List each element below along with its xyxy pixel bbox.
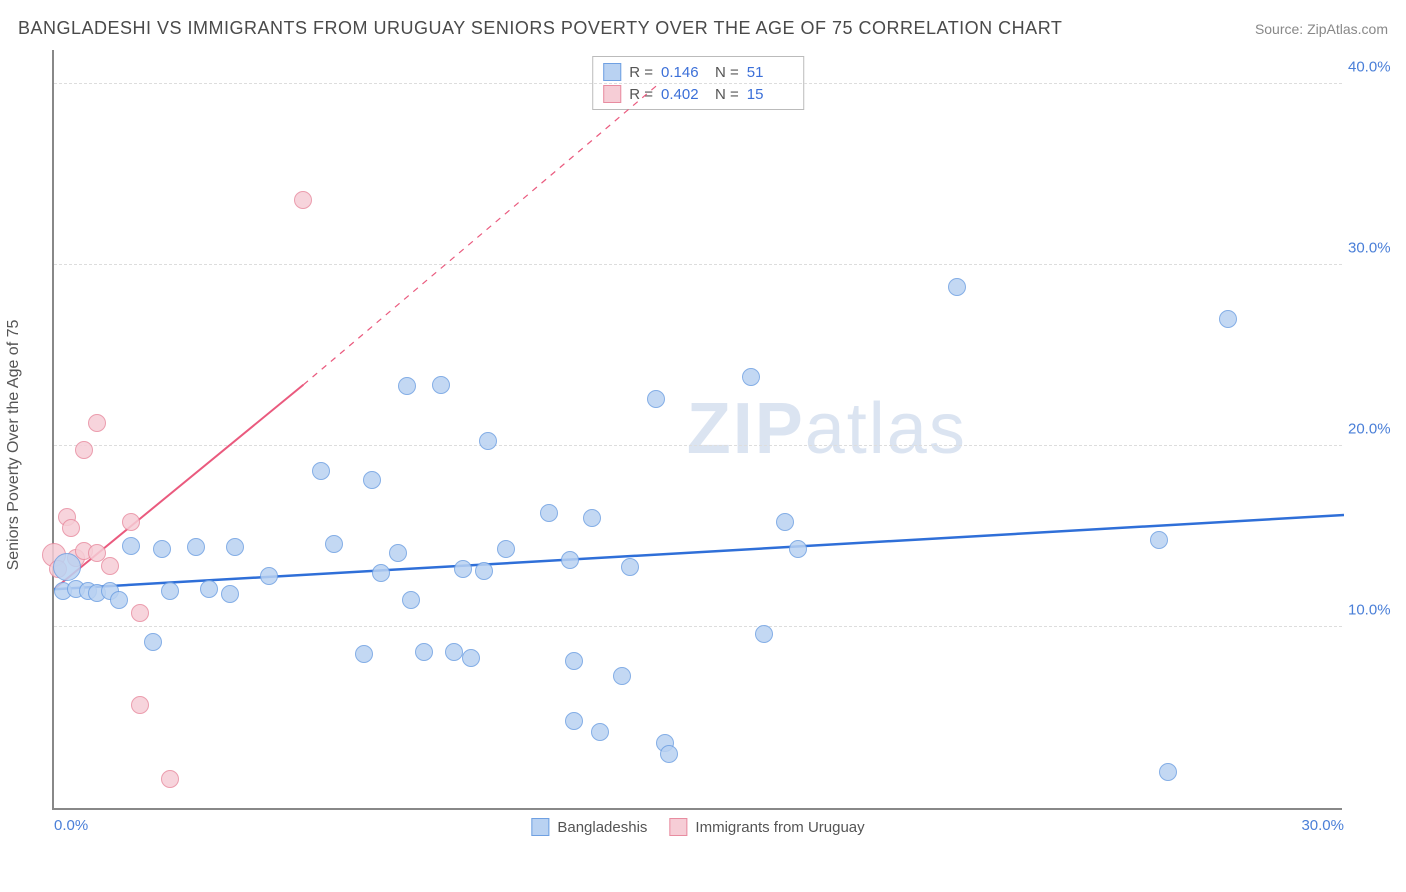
x-tick-label: 0.0% [54, 817, 88, 834]
data-point [583, 509, 601, 527]
data-point [355, 645, 373, 663]
data-point [122, 537, 140, 555]
data-point [221, 585, 239, 603]
data-point [948, 278, 966, 296]
data-point [131, 696, 149, 714]
data-point [621, 558, 639, 576]
r-label: R = [629, 86, 653, 103]
data-point [1150, 531, 1168, 549]
data-point [200, 580, 218, 598]
data-point [62, 519, 80, 537]
data-point [372, 564, 390, 582]
data-point [540, 504, 558, 522]
legend-item-b: Immigrants from Uruguay [669, 818, 864, 836]
data-point [415, 643, 433, 661]
data-point [144, 633, 162, 651]
r-value-b: 0.402 [661, 86, 707, 103]
gridline [54, 264, 1342, 265]
y-tick-label: 10.0% [1348, 602, 1398, 619]
data-point [110, 591, 128, 609]
data-point [462, 649, 480, 667]
y-axis-label: Seniors Poverty Over the Age of 75 [5, 320, 23, 571]
n-label: N = [715, 64, 739, 81]
legend-label-b: Immigrants from Uruguay [695, 819, 864, 836]
r-value-a: 0.146 [661, 64, 707, 81]
data-point [398, 377, 416, 395]
data-point [565, 652, 583, 670]
data-point [53, 553, 81, 581]
y-tick-label: 40.0% [1348, 59, 1398, 76]
data-point [312, 462, 330, 480]
data-point [226, 538, 244, 556]
data-point [565, 712, 583, 730]
data-point [789, 540, 807, 558]
gridline [54, 83, 1342, 84]
data-point [776, 513, 794, 531]
data-point [613, 667, 631, 685]
correlation-chart: Seniors Poverty Over the Age of 75 ZIPat… [52, 50, 1390, 840]
swatch-uruguay [669, 818, 687, 836]
watermark: ZIPatlas [687, 388, 967, 470]
swatch-bangladeshis [603, 63, 621, 81]
plot-area: ZIPatlas R = 0.146 N = 51 R = 0.402 N = … [52, 50, 1342, 810]
chart-title: BANGLADESHI VS IMMIGRANTS FROM URUGUAY S… [18, 18, 1062, 39]
data-point [479, 432, 497, 450]
data-point [1159, 763, 1177, 781]
data-point [475, 562, 493, 580]
source-label: Source: ZipAtlas.com [1255, 21, 1388, 37]
data-point [161, 582, 179, 600]
gridline [54, 445, 1342, 446]
data-point [389, 544, 407, 562]
data-point [432, 376, 450, 394]
bottom-legend: Bangladeshis Immigrants from Uruguay [531, 818, 864, 836]
stats-row-a: R = 0.146 N = 51 [603, 61, 793, 83]
swatch-uruguay [603, 85, 621, 103]
data-point [294, 191, 312, 209]
data-point [88, 414, 106, 432]
data-point [153, 540, 171, 558]
data-point [363, 471, 381, 489]
stats-row-b: R = 0.402 N = 15 [603, 83, 793, 105]
r-label: R = [629, 64, 653, 81]
data-point [187, 538, 205, 556]
y-tick-label: 30.0% [1348, 240, 1398, 257]
data-point [445, 643, 463, 661]
n-value-a: 51 [747, 64, 793, 81]
data-point [561, 551, 579, 569]
n-label: N = [715, 86, 739, 103]
data-point [591, 723, 609, 741]
data-point [101, 557, 119, 575]
legend-label-a: Bangladeshis [557, 819, 647, 836]
data-point [660, 745, 678, 763]
legend-item-a: Bangladeshis [531, 818, 647, 836]
data-point [402, 591, 420, 609]
data-point [161, 770, 179, 788]
regression-lines [54, 50, 1344, 810]
data-point [1219, 310, 1237, 328]
data-point [454, 560, 472, 578]
y-tick-label: 20.0% [1348, 421, 1398, 438]
data-point [75, 441, 93, 459]
swatch-bangladeshis [531, 818, 549, 836]
data-point [131, 604, 149, 622]
data-point [497, 540, 515, 558]
data-point [122, 513, 140, 531]
data-point [742, 368, 760, 386]
x-tick-label: 30.0% [1301, 817, 1344, 834]
n-value-b: 15 [747, 86, 793, 103]
data-point [260, 567, 278, 585]
data-point [755, 625, 773, 643]
gridline [54, 626, 1342, 627]
data-point [647, 390, 665, 408]
data-point [325, 535, 343, 553]
